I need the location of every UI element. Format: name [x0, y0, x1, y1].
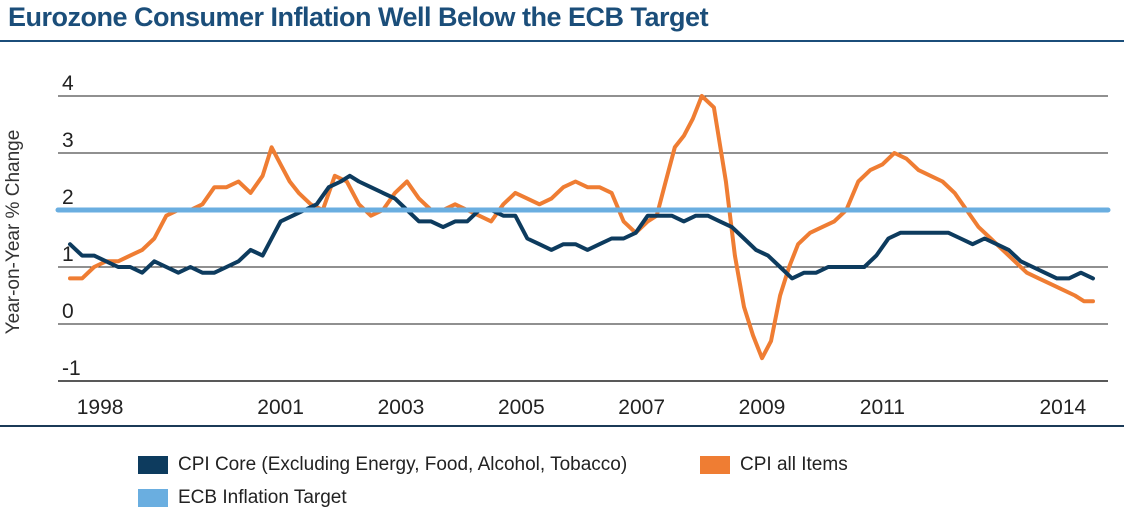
y-tick-label-1: 1	[62, 243, 74, 266]
y-tick-label-0: 0	[62, 300, 74, 323]
legend-swatch-cpi-all	[700, 456, 730, 474]
legend-item-cpi-core: CPI Core (Excluding Energy, Food, Alcoho…	[138, 454, 627, 476]
legend-label-cpi-core: CPI Core (Excluding Energy, Food, Alcoho…	[178, 454, 628, 475]
legend-swatch-ecb-target	[138, 489, 168, 507]
x-tick-label-2009: 2009	[739, 396, 786, 419]
y-tick-label-1: -1	[62, 357, 81, 380]
title-divider	[0, 40, 1124, 42]
x-tick-label-2014: 2014	[1040, 396, 1087, 419]
x-tick-label-2003: 2003	[378, 396, 425, 419]
legend-item-ecb-target: ECB Inflation Target	[138, 487, 347, 509]
y-tick-labels: -1 0 1 2 3 4	[62, 72, 81, 380]
x-tick-label-2001: 2001	[257, 396, 304, 419]
x-tick-label-1998: 1998	[77, 396, 124, 419]
y-tick-label-3: 3	[62, 129, 74, 152]
legend-label-ecb-target: ECB Inflation Target	[178, 487, 347, 508]
chart-title: Eurozone Consumer Inflation Well Below t…	[8, 2, 709, 32]
line-chart: -1 0 1 2 3 4 1998 2001 2003 2005 2007 2009 2011 2014	[0, 72, 1124, 427]
series-line-cpi-all-items	[68, 94, 1095, 361]
x-tick-label-2007: 2007	[618, 396, 665, 419]
x-tick-label-2011: 2011	[860, 396, 905, 419]
series-line-cpi-core-excluding-energy-food-alcohol-tobacco	[68, 173, 1095, 281]
series-lines	[55, 94, 1111, 361]
y-tick-label-2: 2	[62, 186, 74, 209]
legend-label-cpi-all: CPI all Items	[740, 454, 848, 475]
x-tick-label-2005: 2005	[498, 396, 545, 419]
x-tick-labels: 1998 2001 2003 2005 2007 2009 2011 2014	[77, 396, 1087, 419]
legend-swatch-cpi-core	[138, 456, 168, 474]
legend-item-cpi-all: CPI all Items	[700, 454, 848, 476]
y-tick-label-4: 4	[62, 72, 74, 95]
